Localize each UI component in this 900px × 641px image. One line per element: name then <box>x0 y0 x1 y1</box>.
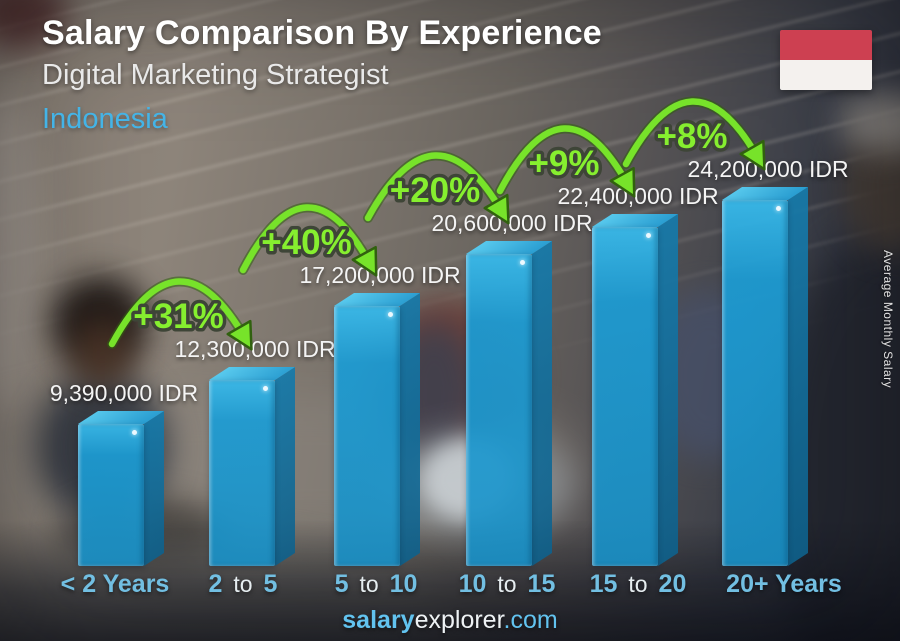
flag-red-band <box>780 30 872 60</box>
bar-side-face <box>532 241 552 566</box>
bar-front-face <box>209 380 275 566</box>
bar-highlight <box>388 312 393 317</box>
bar-front-face <box>78 424 144 566</box>
salary-value-label: 24,200,000 IDR <box>687 156 849 182</box>
bar-column-5 <box>592 214 679 566</box>
bar-column-3 <box>334 293 421 566</box>
bar-column-1 <box>78 411 165 566</box>
bar-side-face <box>144 411 164 566</box>
brand-explorer: explorer <box>414 606 504 634</box>
bar-front-face <box>466 254 532 566</box>
bar-highlight <box>263 386 268 391</box>
site-brand: salaryexplorer.com <box>0 606 900 635</box>
category-label: 20+ Years <box>726 570 842 598</box>
bar-side-face <box>400 293 420 566</box>
brand-domain: .com <box>503 606 558 634</box>
job-title: Digital Marketing Strategist <box>42 59 389 91</box>
salary-value-label: 9,390,000 IDR <box>49 380 199 406</box>
bar-column-6 <box>722 187 809 566</box>
bar-column-4 <box>466 241 553 566</box>
bar-side-face <box>275 367 295 566</box>
salary-value-label: 22,400,000 IDR <box>557 183 719 209</box>
bar-highlight <box>520 260 525 265</box>
brand-salary: salary <box>342 606 415 634</box>
country-name: Indonesia <box>42 103 168 135</box>
indonesia-flag-icon <box>780 30 872 90</box>
bar-highlight <box>646 233 651 238</box>
bar-front-face <box>722 200 788 566</box>
flag-white-band <box>780 60 872 90</box>
bar-side-face <box>788 187 808 566</box>
bar-front-face <box>334 306 400 566</box>
page-title: Salary Comparison By Experience <box>42 14 602 52</box>
header: Salary Comparison By Experience Digital … <box>42 12 602 137</box>
bar-front-face <box>592 227 658 566</box>
salary-value-label: 17,200,000 IDR <box>299 262 461 288</box>
y-axis-label: Average Monthly Salary <box>881 250 895 389</box>
bar-side-face <box>658 214 678 566</box>
bar-highlight <box>132 430 137 435</box>
bar-column-2 <box>209 367 296 566</box>
bar-highlight <box>776 206 781 211</box>
